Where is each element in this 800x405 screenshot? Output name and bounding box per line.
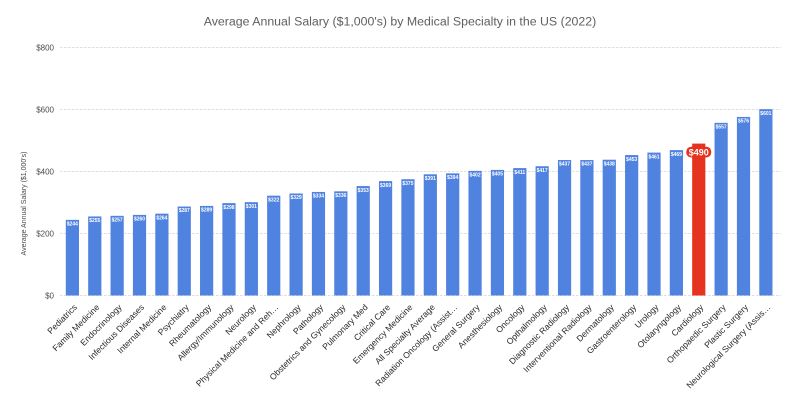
svg-text:$289: $289 <box>201 208 212 214</box>
svg-text:$244: $244 <box>67 222 78 228</box>
svg-text:$255: $255 <box>89 218 100 224</box>
svg-text:$257: $257 <box>112 218 123 224</box>
svg-text:$334: $334 <box>313 194 324 200</box>
svg-text:$394: $394 <box>447 175 458 181</box>
svg-text:$200: $200 <box>36 229 54 238</box>
svg-text:$264: $264 <box>156 215 167 221</box>
svg-text:$600: $600 <box>36 105 54 114</box>
svg-text:$298: $298 <box>223 205 234 211</box>
svg-text:$260: $260 <box>134 217 145 223</box>
svg-text:$353: $353 <box>358 188 369 194</box>
svg-text:$391: $391 <box>425 176 436 182</box>
svg-text:$601: $601 <box>760 111 771 117</box>
svg-text:$411: $411 <box>514 170 525 176</box>
svg-text:$461: $461 <box>648 154 659 160</box>
svg-text:$437: $437 <box>581 162 592 168</box>
svg-text:$557: $557 <box>716 125 727 131</box>
svg-text:$405: $405 <box>492 172 503 178</box>
svg-text:$329: $329 <box>291 195 302 201</box>
svg-text:$800: $800 <box>36 43 54 52</box>
svg-text:$469: $469 <box>671 152 682 158</box>
svg-text:$576: $576 <box>738 119 749 125</box>
svg-text:$438: $438 <box>604 161 615 167</box>
svg-text:$453: $453 <box>626 157 637 163</box>
svg-text:$301: $301 <box>246 204 257 210</box>
svg-text:$417: $417 <box>537 168 548 174</box>
svg-text:Average Annual Salary ($1,000': Average Annual Salary ($1,000's) <box>21 152 28 256</box>
svg-text:$0: $0 <box>45 291 54 300</box>
svg-text:$336: $336 <box>335 193 346 199</box>
svg-text:$402: $402 <box>469 173 480 179</box>
svg-text:$287: $287 <box>179 208 190 214</box>
svg-text:$322: $322 <box>268 197 279 203</box>
svg-text:Average Annual Salary ($1,000': Average Annual Salary ($1,000's) by Medi… <box>204 15 597 29</box>
svg-text:$375: $375 <box>402 181 413 187</box>
svg-text:$400: $400 <box>36 167 54 176</box>
svg-text:$490: $490 <box>689 147 709 157</box>
svg-text:$437: $437 <box>559 162 570 168</box>
svg-text:$369: $369 <box>380 183 391 189</box>
